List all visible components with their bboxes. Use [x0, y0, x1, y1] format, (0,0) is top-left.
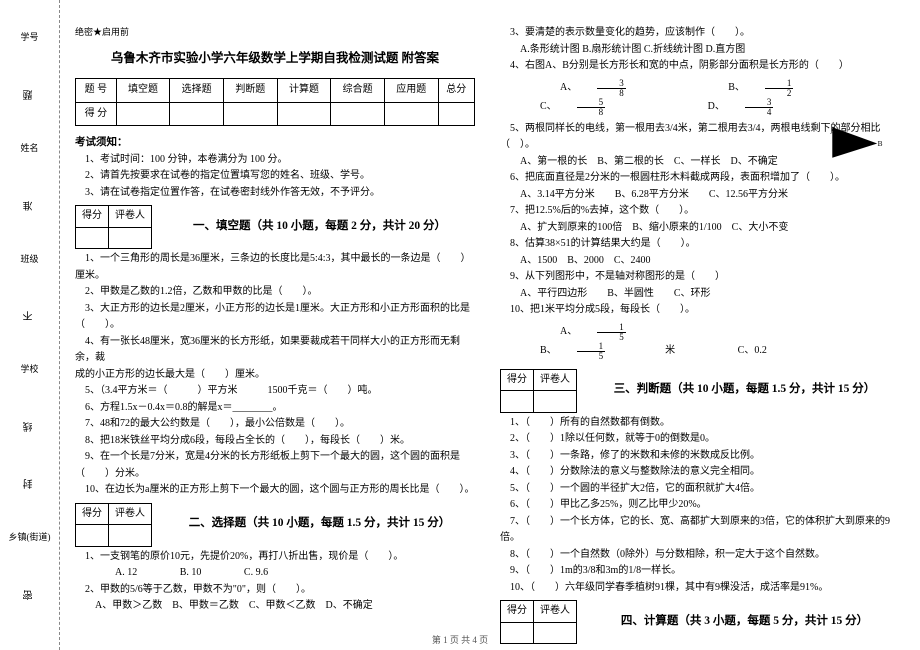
fill-q6: 6、方程1.5x－0.4x＝0.8的解是x＝________。 [75, 400, 475, 417]
score-h-5: 综合题 [331, 79, 385, 103]
judge-q4: 4、（ ）分数除法的意义与整数除法的意义完全相同。 [500, 464, 900, 481]
seal-0: 题 [22, 84, 37, 100]
section-3-title: 三、判断题（共 10 小题，每题 1.5 分，共计 15 分） [589, 380, 900, 399]
choice-q6-opts: A、3.14平方分米 B、6.28平方分米 C、12.56平方分米 [500, 187, 900, 204]
score-s-0: 得 分 [76, 102, 117, 126]
choice-q3-opts: A.条形统计图 B.扇形统计图 C.折线统计图 D.直方图 [500, 42, 900, 59]
notice-3: 3、请在试卷指定位置作答，在试卷密封线外作答无效，不予评分。 [75, 185, 475, 202]
seal-5: 密 [22, 584, 37, 600]
left-column: 绝密★启用前 乌鲁木齐市实验小学六年级数学上学期自我检测试题 附答案 题 号 填… [75, 25, 475, 640]
page-title: 乌鲁木齐市实验小学六年级数学上学期自我检测试题 附答案 [75, 48, 475, 69]
fill-q4b: 成的小正方形的边长最大是（ ）厘米。 [75, 367, 475, 384]
seal-2: 不 [22, 305, 37, 321]
choice-q8-opts: A、1500 B、2000 C、2400 [500, 253, 900, 270]
choice-q9-opts: A、平行四边形 B、半圆性 C、环形 [500, 286, 900, 303]
choice-q7: 7、把12.5%后的%去掉，这个数（ ）。 [500, 203, 900, 220]
section-2-title: 二、选择题（共 10 小题，每题 1.5 分，共计 15 分） [164, 514, 475, 533]
page-footer: 第 1 页 共 4 页 [0, 633, 920, 646]
choice-q4-opts: A、38 B、12 C、58 D、34 [500, 75, 900, 121]
right-column: 3、要清楚的表示数量变化的趋势，应该制作（ ）。 A.条形统计图 B.扇形统计图… [500, 25, 900, 640]
section-4-title: 四、计算题（共 3 小题，每题 5 分，共计 15 分） [589, 612, 900, 631]
choice-q6: 6、把底面直径是2分米的一根圆柱形木料截成两段，表面积增加了（ ）。 [500, 170, 900, 187]
choice-q2: 2、甲数的5/6等于乙数，甲数不为"0"，则（ ）。 [75, 582, 475, 599]
fill-q5: 5、（3.4平方米＝（ ）平方米 1500千克＝（ ）吨。 [75, 383, 475, 400]
notice-head: 考试须知： [75, 134, 475, 151]
fill-q1: 1、一个三角形的周长是36厘米，三条边的长度比是5:4:3，其中最长的一条边是（… [75, 251, 475, 284]
svg-text:B: B [878, 139, 883, 148]
seal-3: 线 [22, 416, 37, 432]
judge-q9: 9、（ ）1m的3/8和3m的1/8一样长。 [500, 563, 900, 580]
judge-q6: 6、（ ）甲比乙多25%，则乙比甲少20%。 [500, 497, 900, 514]
grader-table-3: 得分评卷人 [500, 369, 577, 413]
bind-label-2: 班级 [20, 252, 38, 265]
fill-q8: 8、把18米铁丝平均分成6段，每段占全长的（ ），每段长（ ）米。 [75, 433, 475, 450]
judge-q3: 3、（ ）一条路，修了的米数和未修的米数成反比例。 [500, 448, 900, 465]
q4-figure: A B [830, 125, 885, 160]
choice-q1-opts: A. 12 B. 10 C. 9.6 [75, 565, 475, 582]
section-1-title: 一、填空题（共 10 小题，每题 2 分，共计 20 分） [164, 217, 475, 236]
score-h-0: 题 号 [76, 79, 117, 103]
seal-1: 准 [22, 195, 37, 211]
grader-table-2: 得分评卷人 [75, 503, 152, 547]
score-h-3: 判断题 [223, 79, 277, 103]
choice-q10: 10、把1米平均分成5段，每段长（ ）。 [500, 302, 900, 319]
judge-q1: 1、（ ）所有的自然数都有倒数。 [500, 415, 900, 432]
notice-1: 1、考试时间：100 分钟，本卷满分为 100 分。 [75, 152, 475, 169]
svg-text:A: A [830, 127, 836, 136]
binding-margin: 学号 题 姓名 准 班级 不 学校 线 封 乡镇(街道) 密 [0, 0, 60, 650]
fill-q3: 3、大正方形的边长是2厘米，小正方形的边长是1厘米。大正方形和小正方形面积的比是… [75, 301, 475, 334]
score-h-2: 选择题 [170, 79, 224, 103]
grader-table-1: 得分评卷人 [75, 205, 152, 249]
choice-q1: 1、一支钢笔的原价10元，先提价20%，再打八折出售，现价是（ ）。 [75, 549, 475, 566]
choice-q9: 9、从下列图形中，不是轴对称图形的是（ ） [500, 269, 900, 286]
judge-q5: 5、（ ）一个圆的半径扩大2倍，它的面积就扩大4倍。 [500, 481, 900, 498]
fill-q4a: 4、有一张长48厘米，宽36厘米的长方形纸，如果要裁成若干同样大小的正方形而无剩… [75, 334, 475, 367]
choice-q3: 3、要清楚的表示数量变化的趋势，应该制作（ ）。 [500, 25, 900, 42]
bind-label-0: 学号 [20, 30, 38, 43]
judge-q7: 7、（ ）一个长方体，它的长、宽、高都扩大到原来的3倍，它的体积扩大到原来的9倍… [500, 514, 900, 547]
choice-q2-opts: A、甲数＞乙数 B、甲数＝乙数 C、甲数＜乙数 D、不确定 [75, 598, 475, 615]
choice-q8: 8、估算38×51的计算结果大约是（ ）。 [500, 236, 900, 253]
score-h-6: 应用题 [384, 79, 438, 103]
notice-2: 2、请首先按要求在试卷的指定位置填写您的姓名、班级、学号。 [75, 168, 475, 185]
bind-label-1: 姓名 [20, 141, 38, 154]
choice-q7-opts: A、扩大到原来的100倍 B、缩小原来的1/100 C、大小不变 [500, 220, 900, 237]
score-table: 题 号 填空题 选择题 判断题 计算题 综合题 应用题 总分 得 分 [75, 78, 475, 126]
fill-q9: 9、在一个长是7分米，宽是4分米的长方形纸板上剪下一个最大的圆，这个圆的面积是（… [75, 449, 475, 482]
bind-label-4: 乡镇(街道) [9, 530, 51, 543]
score-h-4: 计算题 [277, 79, 331, 103]
judge-q8: 8、（ ）一个自然数（0除外）与分数相除，积一定大于这个自然数。 [500, 547, 900, 564]
judge-q10: 10、（ ）六年级同学春季植树91棵，其中有9棵没活，成活率是91%。 [500, 580, 900, 597]
choice-q10-opts: A、15 B、15米 C、0.2 [500, 319, 900, 365]
bind-label-3: 学校 [20, 362, 38, 375]
choice-q4: 4、右图A、B分别是长方形长和宽的中点，阴影部分面积是长方形的（ ） [500, 58, 900, 75]
secret-label: 绝密★启用前 [75, 25, 475, 40]
fill-q2: 2、甲数是乙数的1.2倍，乙数和甲数的比是（ ）。 [75, 284, 475, 301]
fill-q10: 10、在边长为a厘米的正方形上剪下一个最大的圆，这个圆与正方形的周长比是（ ）。 [75, 482, 475, 499]
score-h-7: 总分 [438, 79, 474, 103]
fill-q7: 7、48和72的最大公约数是（ ），最小公倍数是（ ）。 [75, 416, 475, 433]
score-h-1: 填空题 [116, 79, 170, 103]
seal-4: 封 [22, 473, 37, 489]
judge-q2: 2、（ ）1除以任何数，就等于0的倒数是0。 [500, 431, 900, 448]
